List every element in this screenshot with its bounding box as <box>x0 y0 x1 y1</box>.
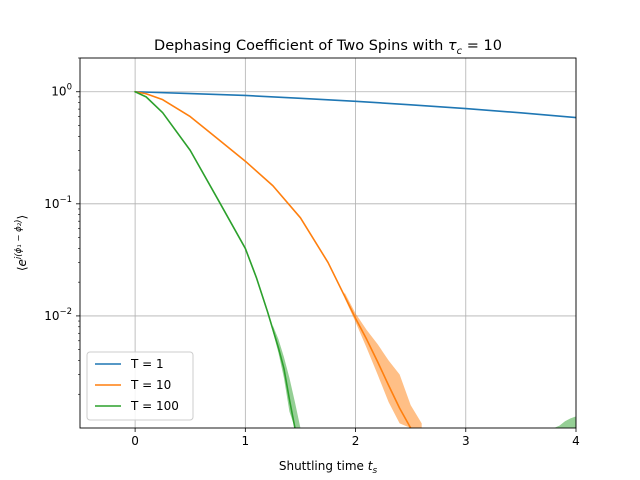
series-0-line <box>134 90 576 119</box>
legend-box <box>86 351 194 421</box>
y-tick-label: 10−2 <box>44 307 72 323</box>
chart-title: Dephasing Coefficient of Two Spins with … <box>154 38 502 57</box>
grid <box>80 58 577 428</box>
legend-label-0: T = 1 <box>130 357 164 371</box>
series-2-line <box>134 90 296 428</box>
x-tick-label: 1 <box>242 434 250 448</box>
legend: T = 1 T = 10 T = 100 <box>86 351 194 421</box>
y-tick-label: 10−1 <box>44 195 72 211</box>
legend-label-1: T = 10 <box>130 378 171 392</box>
x-tick-label: 0 <box>131 434 139 448</box>
x-tick-label: 4 <box>572 434 580 448</box>
y-tick-label: 100 <box>51 83 72 99</box>
axis-ticks: 0 1 2 3 4 100 10−1 10−2 <box>44 57 580 448</box>
legend-label-2: T = 100 <box>130 399 179 413</box>
series-2-tail-band <box>553 416 576 428</box>
x-axis-label: Shuttling time ts <box>279 459 378 476</box>
x-tick-label: 3 <box>462 434 470 448</box>
y-axis-label: ⟨ei(ϕ₁ − ϕ₂)⟩ <box>14 215 29 271</box>
series-1-line <box>134 90 412 428</box>
series-1-error-band <box>344 292 422 428</box>
x-tick-label: 2 <box>352 434 360 448</box>
plot-area <box>134 90 576 428</box>
plot-frame <box>79 57 577 429</box>
